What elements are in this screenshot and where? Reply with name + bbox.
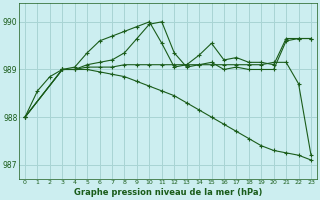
X-axis label: Graphe pression niveau de la mer (hPa): Graphe pression niveau de la mer (hPa) <box>74 188 262 197</box>
